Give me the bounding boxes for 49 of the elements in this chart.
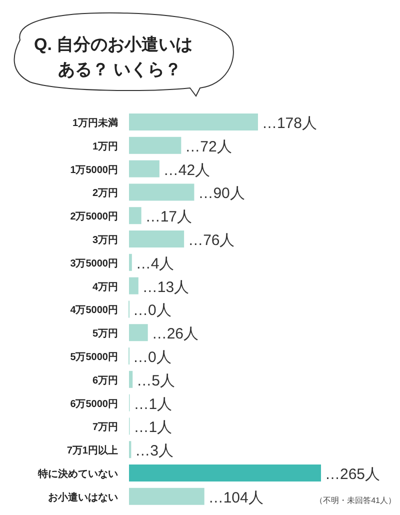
y-tick-label: 6万円 — [92, 375, 118, 386]
y-tick-label: 2万円 — [92, 188, 118, 200]
data-label: …0人 — [133, 349, 172, 366]
chart-title: Q. 自分のお小遣いは — [34, 35, 193, 54]
data-label: …72人 — [185, 138, 232, 156]
chart-subtitle: ある？ いくら？ — [58, 60, 182, 79]
bar — [129, 136, 182, 154]
data-label: …265人 — [325, 466, 380, 483]
bar — [129, 464, 321, 482]
data-label: …42人 — [163, 162, 210, 179]
data-label: …5人 — [136, 372, 175, 390]
data-label: …0人 — [133, 302, 172, 320]
y-tick-label: 6万5000円 — [70, 398, 118, 410]
data-label: …1人 — [134, 419, 172, 436]
data-label: …90人 — [198, 185, 245, 202]
y-tick-label: 5万5000円 — [70, 352, 118, 363]
bar — [129, 254, 132, 271]
bar — [129, 277, 138, 294]
data-label: …3人 — [135, 442, 174, 460]
data-label: …4人 — [136, 255, 174, 272]
bar — [129, 488, 204, 505]
data-label: …13人 — [142, 278, 190, 296]
data-label: …178人 — [262, 115, 317, 132]
bar — [129, 184, 194, 201]
data-label: …76人 — [188, 232, 235, 249]
y-tick-label: 3万5000円 — [70, 258, 118, 270]
data-label: …1人 — [134, 396, 172, 413]
y-tick-label: 7万1円以上 — [66, 444, 118, 457]
y-tick-label: 7万円 — [92, 422, 118, 434]
bar — [129, 370, 133, 388]
bar — [129, 114, 258, 130]
bar — [129, 160, 160, 178]
y-tick-label: 2万5000円 — [70, 212, 118, 223]
y-tick-label: 1万円 — [92, 141, 118, 152]
y-tick-label: 1万円未満 — [72, 117, 118, 129]
y-tick-label: お小遣いはない — [48, 491, 118, 504]
bar — [129, 207, 142, 224]
y-tick-label: 1万5000円 — [70, 164, 118, 176]
data-label: …104人 — [208, 489, 264, 506]
data-label: …17人 — [145, 208, 192, 226]
y-tick-label: 4万円 — [92, 282, 118, 293]
y-tick-label: 4万5000円 — [70, 305, 118, 316]
y-tick-label: 3万円 — [92, 235, 118, 246]
data-label: …26人 — [152, 326, 199, 343]
annotation: （不明・未回答41人） — [315, 496, 396, 505]
bar — [129, 230, 184, 248]
y-tick-label: 5万円 — [92, 328, 118, 340]
bar — [129, 324, 148, 342]
y-tick-label: 特に決めていない — [37, 468, 118, 480]
